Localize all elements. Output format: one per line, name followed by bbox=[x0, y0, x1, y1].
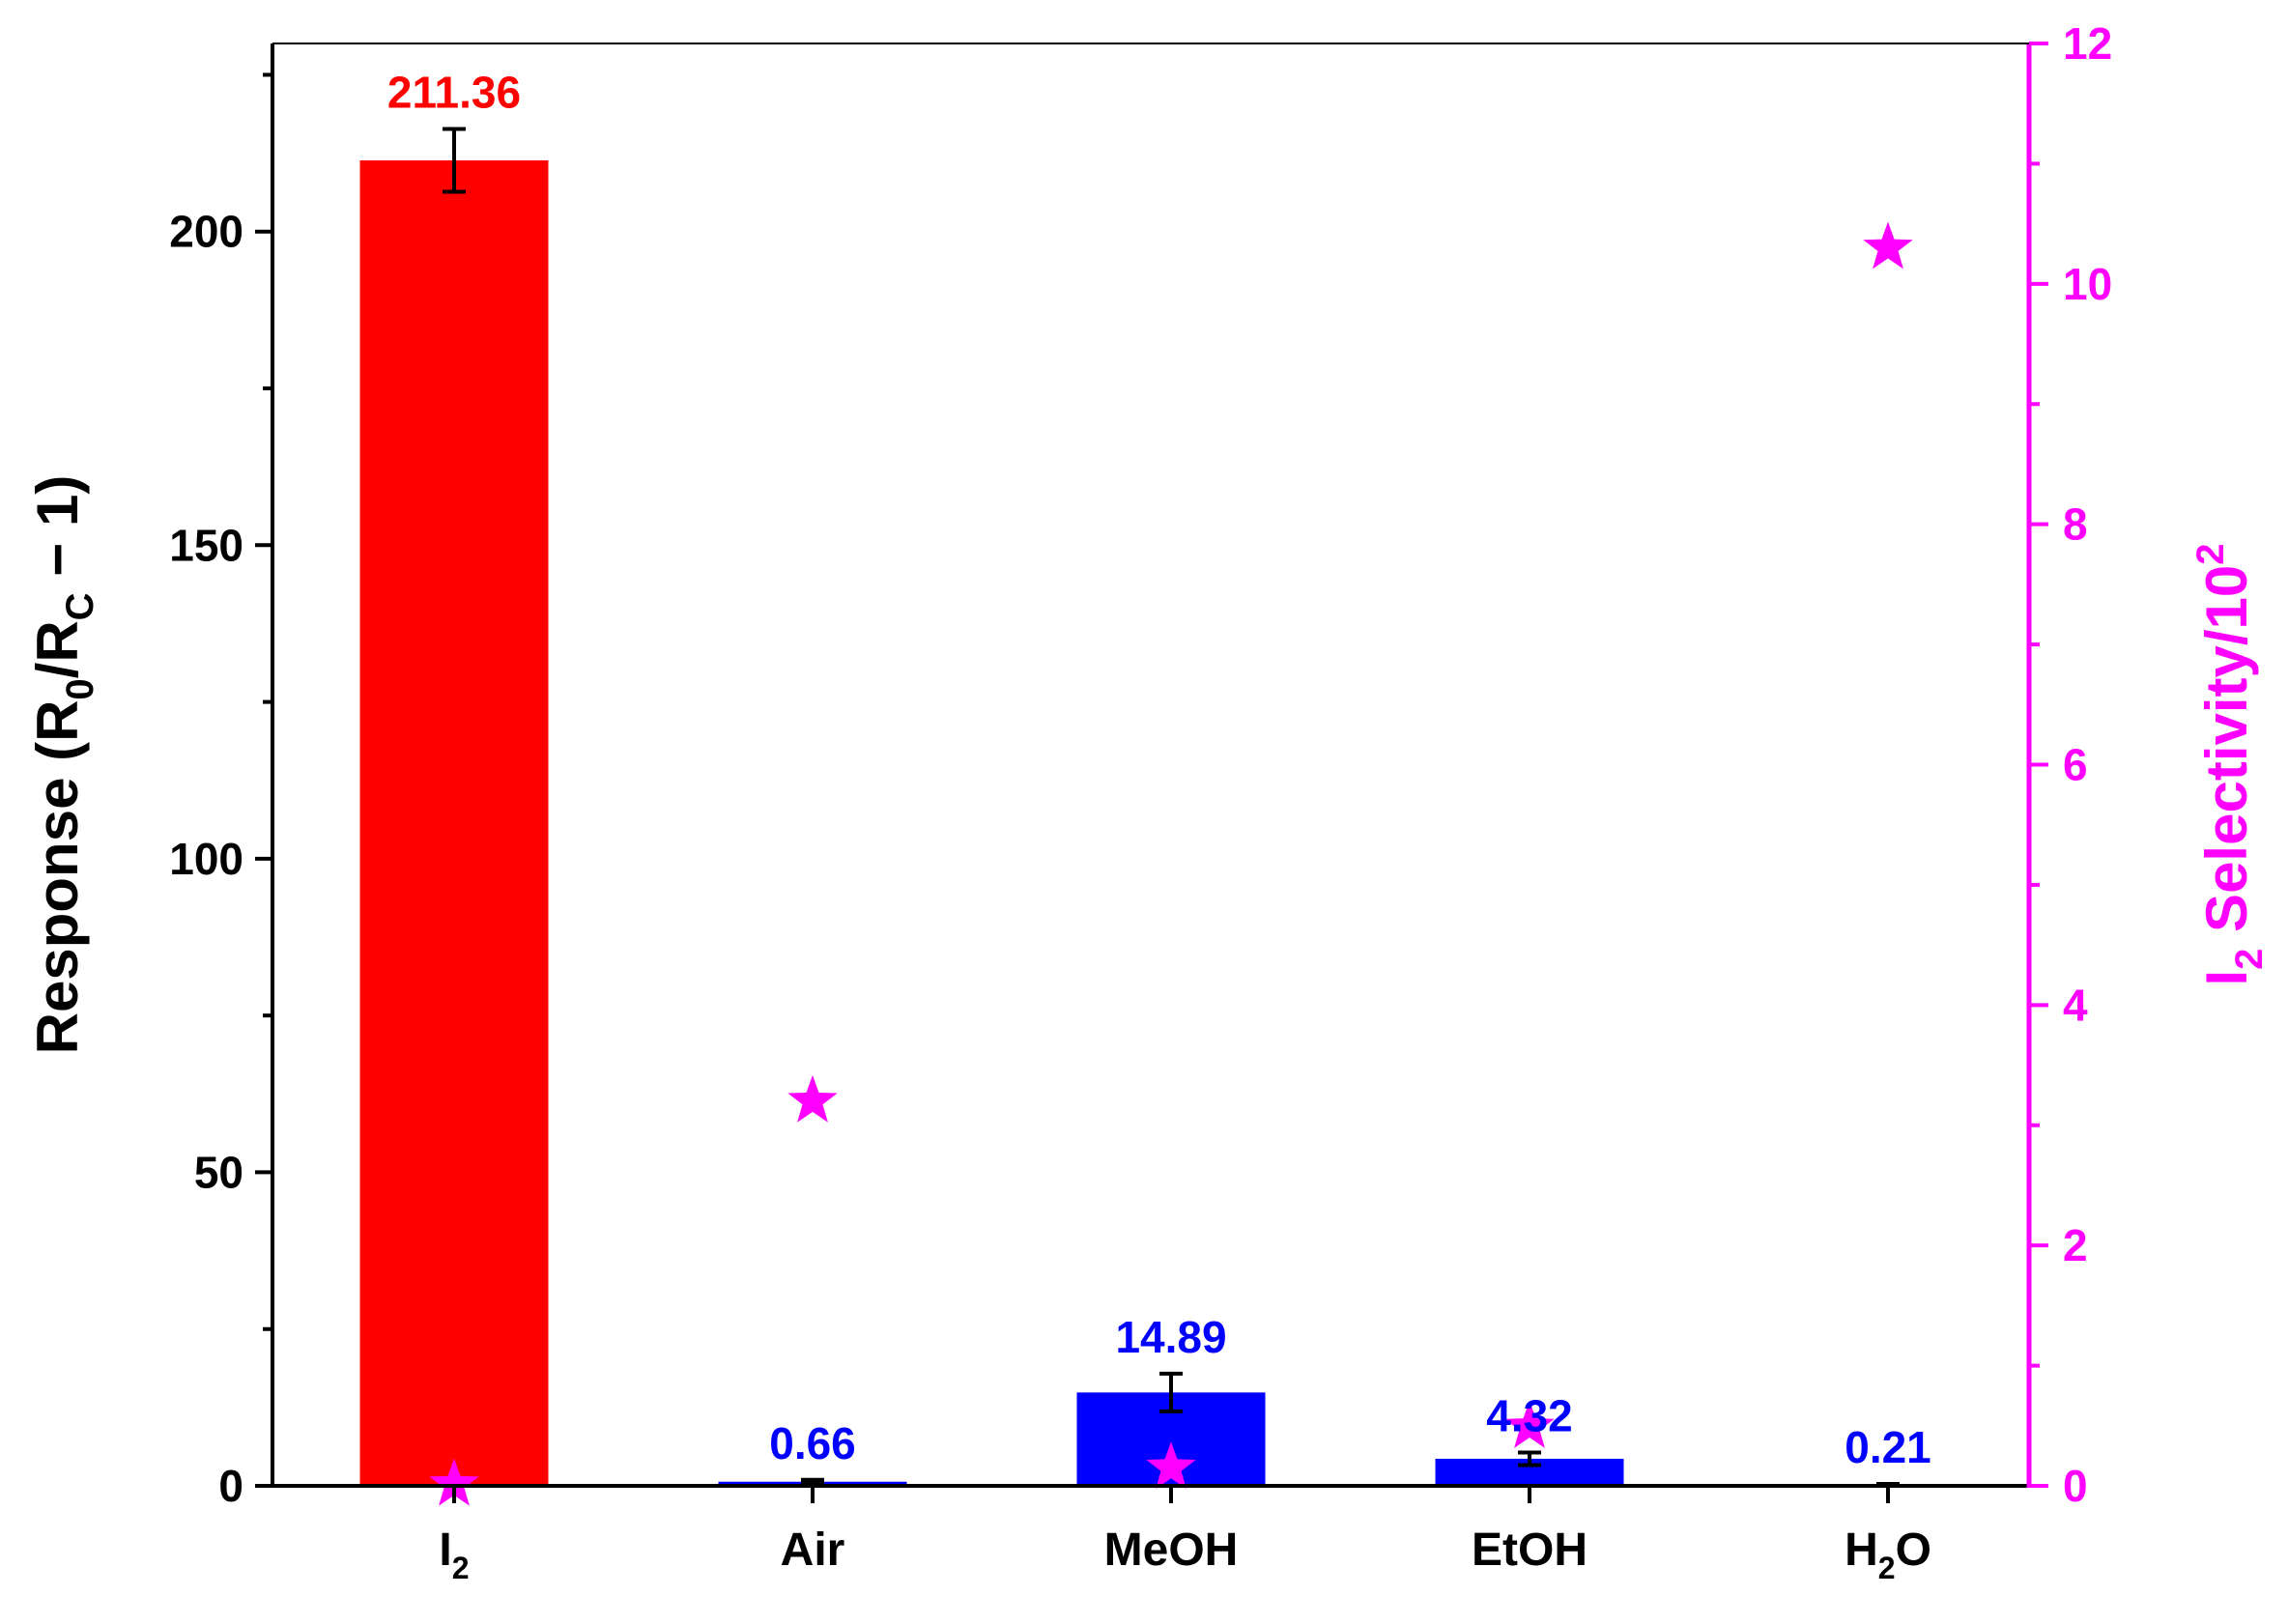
error-bar-2 bbox=[1159, 1371, 1183, 1413]
left-tick-label: 200 bbox=[169, 207, 243, 257]
right-tick-label: 8 bbox=[2063, 499, 2088, 550]
right-tick-label: 2 bbox=[2063, 1220, 2088, 1270]
bars-layer bbox=[359, 159, 1983, 1486]
star-point-0 bbox=[429, 1458, 479, 1506]
right-tick-label: 10 bbox=[2063, 259, 2112, 309]
data-label-2: 14.89 bbox=[1115, 1312, 1226, 1362]
axes-layer: 0 50 100 150 200 0 2 4 6 8 10 12 I2 Air MeOH EtOH H2O Res… bbox=[25, 18, 2271, 1585]
error-bar-0 bbox=[443, 127, 466, 194]
stars-layer bbox=[429, 221, 1913, 1506]
star-point-2 bbox=[1146, 1441, 1196, 1490]
data-label-1: 0.66 bbox=[769, 1418, 856, 1468]
star-point-4 bbox=[1863, 221, 1913, 270]
category-label-2: MeOH bbox=[1104, 1524, 1239, 1576]
right-tick-label: 12 bbox=[2063, 18, 2112, 69]
data-label-4: 0.21 bbox=[1845, 1422, 1931, 1472]
category-label-4: H2O bbox=[1845, 1524, 1931, 1585]
star-point-3 bbox=[1504, 1401, 1555, 1448]
right-tick-label: 6 bbox=[2063, 740, 2088, 790]
y-axis-title-right: I2 Selectivity/102 bbox=[2189, 543, 2271, 985]
left-tick-label: 50 bbox=[194, 1147, 243, 1197]
category-label-1: Air bbox=[781, 1524, 845, 1576]
category-label-3: EtOH bbox=[1472, 1524, 1587, 1576]
right-tick-label: 0 bbox=[2063, 1461, 2088, 1511]
data-labels-layer: 211.36 0.66 14.89 4.32 0.21 bbox=[387, 68, 1931, 1472]
right-tick-label: 4 bbox=[2063, 980, 2088, 1030]
left-tick-label: 150 bbox=[169, 520, 243, 570]
left-tick-label: 100 bbox=[169, 834, 243, 884]
error-bar-3 bbox=[1518, 1450, 1541, 1467]
data-label-3: 4.32 bbox=[1486, 1390, 1573, 1440]
y-axis-title-left: Response (R0/RC − 1) bbox=[25, 475, 101, 1055]
category-label-0: I2 bbox=[439, 1524, 469, 1585]
data-label-0: 211.36 bbox=[387, 68, 521, 118]
error-bars-layer bbox=[443, 127, 1900, 1488]
error-bar-1 bbox=[801, 1477, 824, 1486]
star-point-1 bbox=[787, 1074, 838, 1123]
left-tick-label: 0 bbox=[218, 1461, 243, 1511]
bar-0 bbox=[359, 159, 549, 1486]
